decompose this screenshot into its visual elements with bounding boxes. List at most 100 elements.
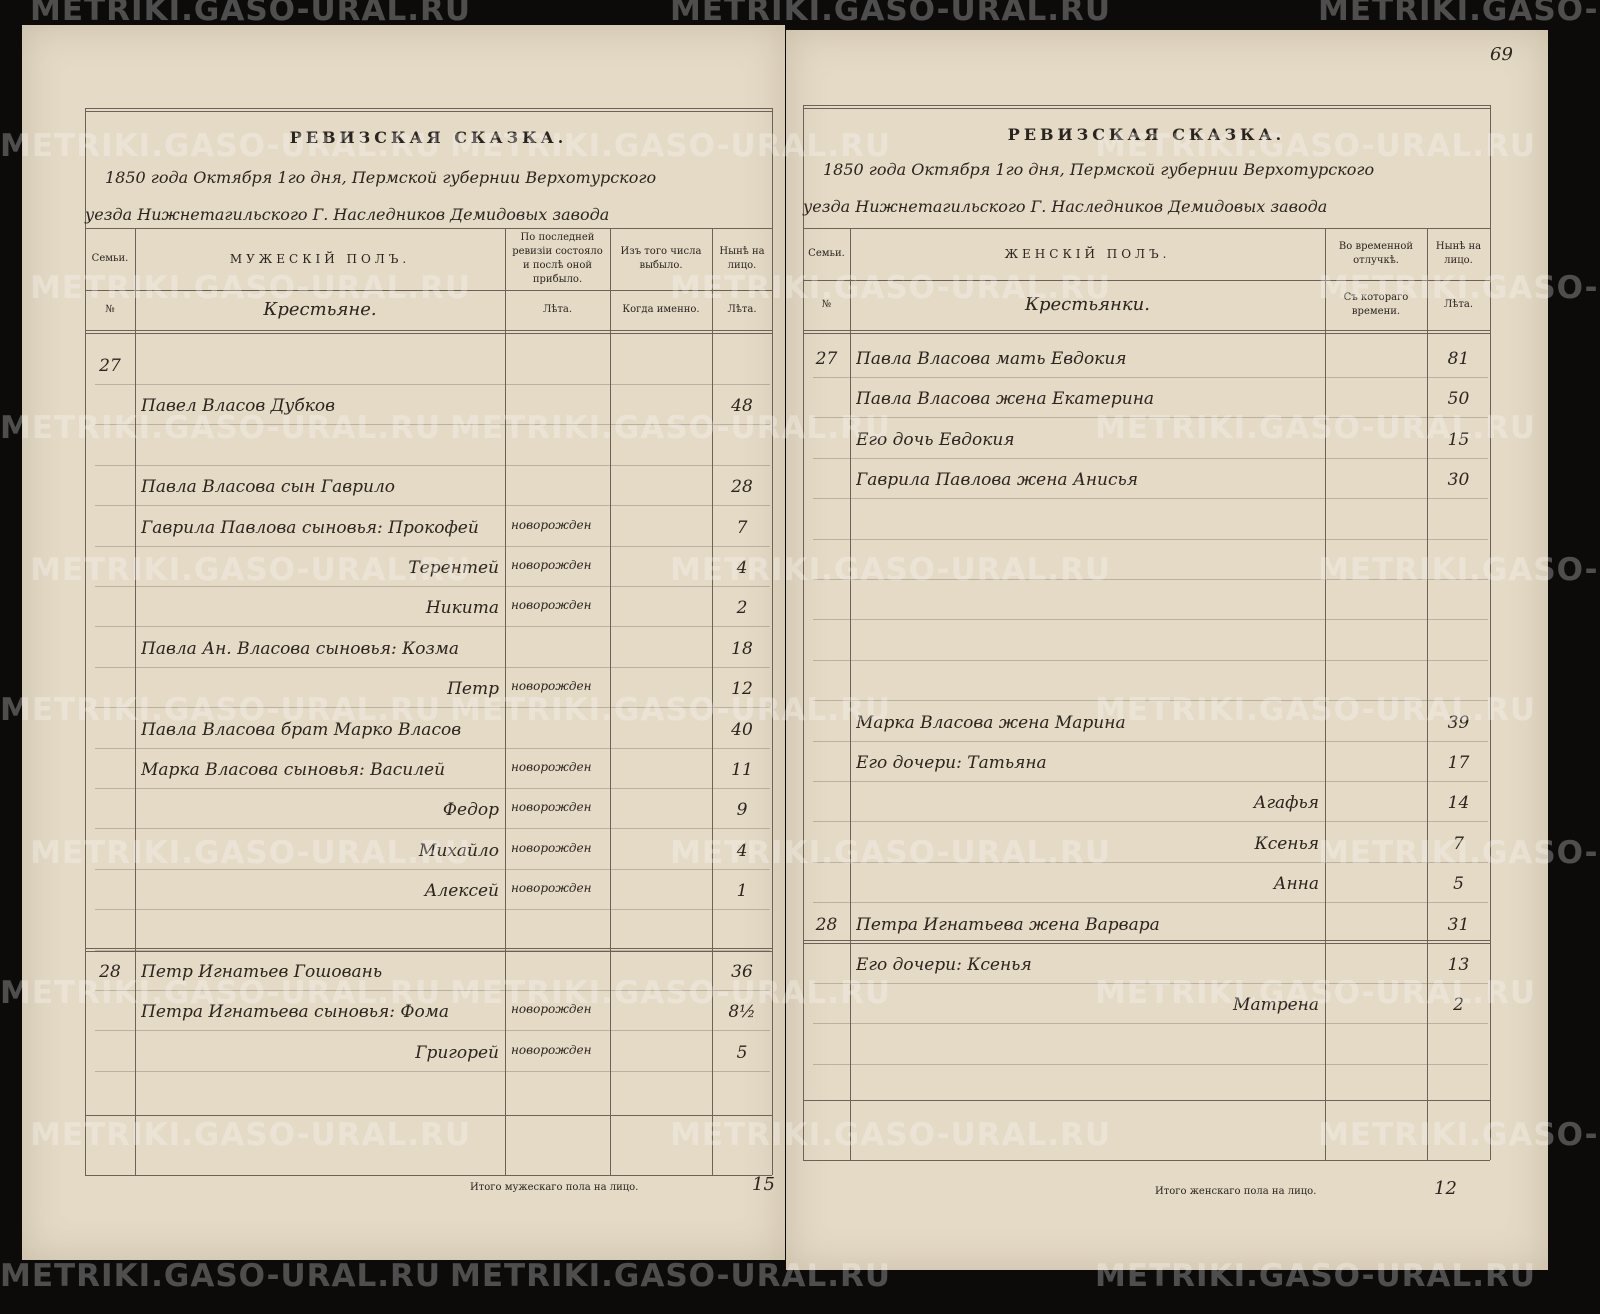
rule <box>85 228 772 229</box>
cell-age: 39 <box>1447 712 1470 733</box>
rule <box>135 228 136 1175</box>
watermark: METRIKI.GASO-URAL.RU <box>1318 552 1600 588</box>
cell-arrived: новорожден <box>511 1002 592 1017</box>
column-subheader: № <box>105 304 115 315</box>
rule <box>95 586 770 587</box>
rule <box>95 909 770 911</box>
watermark: METRIKI.GASO-URAL.RU <box>670 270 1112 306</box>
rule <box>95 990 770 991</box>
column-header: Семьи. <box>91 253 129 264</box>
heading-line: 1850 года Октября 1го дня, Пермской губе… <box>823 160 1375 179</box>
column-header: Нынѣ на лицо. <box>719 246 765 271</box>
cell-name: Петра Игнатьева сыновья: Фома <box>141 1002 449 1023</box>
cell-name: Павел Власов Дубков <box>141 396 335 417</box>
cell-age: 7 <box>736 517 748 538</box>
rule <box>813 457 1488 459</box>
rule <box>85 330 772 331</box>
rule <box>95 949 770 951</box>
watermark: METRIKI.GASO-URAL.RU <box>450 1258 892 1294</box>
watermark: METRIKI.GASO-URAL.RU <box>30 1117 472 1153</box>
rule <box>813 377 1488 378</box>
cell-age: 48 <box>731 396 753 417</box>
column-subheader: Лѣта. <box>1443 299 1474 310</box>
rule <box>1490 105 1491 1160</box>
heading-line: 1850 года Октября 1го дня, Пермской губе… <box>105 168 657 187</box>
rule <box>803 943 1490 944</box>
rule <box>850 228 851 1160</box>
cell-age: 18 <box>731 638 753 659</box>
cell-name: Его дочь Евдокия <box>856 429 1015 450</box>
watermark: METRIKI.GASO-URAL.RU <box>0 692 442 728</box>
watermark: METRIKI.GASO-URAL.RU <box>1095 1258 1537 1294</box>
rule <box>95 1070 770 1072</box>
cell-arrived: новорожден <box>511 679 592 694</box>
rule <box>772 108 773 1175</box>
column-subheader: Крестьяне. <box>263 299 377 320</box>
cell-name: Гаврила Павлова жена Анисья <box>856 470 1139 491</box>
watermark: METRIKI.GASO-URAL.RU <box>0 975 442 1011</box>
watermark: METRIKI.GASO-URAL.RU <box>670 0 1112 28</box>
cell-name: Петр Игнатьев Гошовань <box>141 962 383 982</box>
cell-name: Павла Власова брат Марко Власов <box>141 719 462 740</box>
rule <box>85 111 772 112</box>
cell-age: 12 <box>731 679 753 700</box>
watermark: METRIKI.GASO-URAL.RU <box>0 128 442 164</box>
cell-age: 2 <box>736 598 748 619</box>
cell-age: 13 <box>1447 955 1470 975</box>
rule <box>803 1160 1490 1161</box>
cell-arrived: новорожден <box>511 800 592 815</box>
cell-name: Его дочери: Татьяна <box>856 753 1047 773</box>
title: РЕВИЗСКАЯ СКАЗКА. <box>1007 125 1286 144</box>
cell-name: Алексей <box>424 881 499 902</box>
watermark: METRIKI.GASO-URAL.RU <box>450 692 892 728</box>
cell-family: 28 <box>815 914 838 935</box>
title: РЕВИЗСКАЯ СКАЗКА. <box>289 128 568 147</box>
column-header: Семьи. <box>808 248 845 259</box>
page-number: 69 <box>1490 44 1513 65</box>
cell-age: 4 <box>736 840 748 861</box>
rule <box>712 228 713 1175</box>
column-header: ЖЕНСКІЙ ПОЛЪ. <box>1004 247 1171 261</box>
rule <box>95 828 770 830</box>
rule <box>803 333 1490 334</box>
cell-age: 8½ <box>728 1002 756 1023</box>
watermark: METRIKI.GASO-URAL.RU <box>1318 270 1600 306</box>
rule <box>95 788 770 789</box>
cell-age: 36 <box>731 962 753 982</box>
cell-family: 27 <box>815 349 838 369</box>
column-header: Во временной отлучкѣ. <box>1338 241 1414 266</box>
rule <box>85 290 772 291</box>
column-subheader: Крестьянки. <box>1025 294 1150 315</box>
column-header: Изъ того числа выбыло. <box>620 246 702 271</box>
rule <box>95 1030 770 1032</box>
cell-age: 5 <box>736 1042 748 1063</box>
cell-age: 7 <box>1453 833 1464 854</box>
cell-arrived: новорожден <box>511 840 592 855</box>
rule <box>803 108 1490 109</box>
cell-age: 9 <box>736 800 748 821</box>
watermark: METRIKI.GASO-URAL.RU <box>0 1258 442 1294</box>
cell-family: 27 <box>99 356 121 376</box>
cell-age: 15 <box>1447 429 1470 450</box>
rule <box>505 228 506 1175</box>
column-header: По последней ревизіи состояло и послѣ он… <box>512 232 603 285</box>
rule <box>803 105 804 1160</box>
cell-name: Его дочери: Ксенья <box>856 955 1032 975</box>
cell-name: Павла Ан. Власова сыновья: Козма <box>141 638 459 659</box>
column-subheader: Лѣта. <box>727 304 757 315</box>
cell-age: 17 <box>1447 753 1470 773</box>
cell-name: Петр <box>447 679 499 700</box>
rule <box>95 747 770 749</box>
watermark: METRIKI.GASO-URAL.RU <box>1318 1117 1600 1153</box>
watermark: METRIKI.GASO-URAL.RU <box>0 410 442 446</box>
cell-name: Михайло <box>418 840 499 861</box>
cell-arrived: новорожден <box>511 598 592 613</box>
cell-arrived: новорожден <box>511 1042 592 1057</box>
rule <box>95 464 770 466</box>
cell-age: 5 <box>1453 874 1464 895</box>
rule <box>813 659 1488 661</box>
watermark: METRIKI.GASO-URAL.RU <box>1095 410 1537 446</box>
cell-name: Павла Власова мать Евдокия <box>856 349 1127 369</box>
cell-age: 28 <box>731 477 753 498</box>
rule <box>85 951 772 952</box>
